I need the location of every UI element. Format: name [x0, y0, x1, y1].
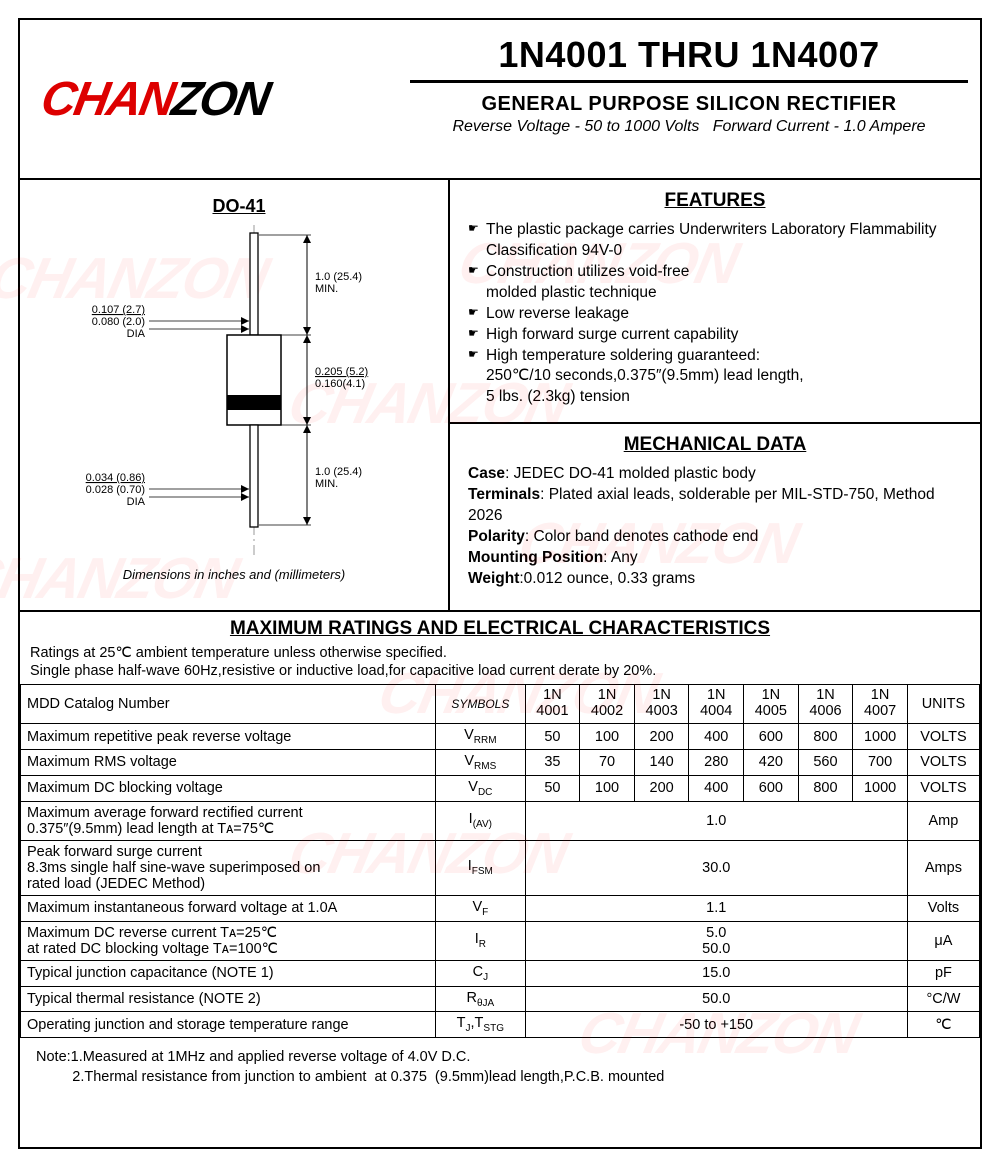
dim-lead-dia: 0.107 (2.7)0.080 (2.0)DIA	[92, 304, 146, 340]
do41-svg: 1.0 (25.4)MIN. 0.205 (5.2)0.160(4.1) 1.0…	[49, 225, 419, 555]
spec-row: Maximum repetitive peak reverse voltageV…	[21, 724, 980, 750]
footnote-1: Note:1.Measured at 1MHz and applied reve…	[36, 1048, 964, 1068]
dim-wire-dia: 0.034 (0.86)0.028 (0.70)DIA	[86, 472, 146, 508]
logo-cell: CHANZON	[20, 20, 410, 178]
col-part: 1N4003	[634, 685, 689, 724]
footnote-2: 2.Thermal resistance from junction to am…	[36, 1068, 964, 1088]
mid-row: DO-41	[20, 180, 980, 612]
feature-item: High forward surge current capability	[468, 325, 962, 346]
spec-row: Typical thermal resistance (NOTE 2)RθJA5…	[21, 986, 980, 1012]
dimension-note: Dimensions in inches and (millimeters)	[36, 567, 432, 582]
logo-black: ZON	[168, 73, 273, 126]
features-title: FEATURES	[468, 190, 962, 212]
spec-row: Operating junction and storage temperatu…	[21, 1012, 980, 1038]
col-symbols: SYMBOLS	[436, 685, 526, 724]
mechanical-row: Terminals: Plated axial leads, solderabl…	[468, 485, 962, 527]
header-row: CHANZON 1N4001 THRU 1N4007 GENERAL PURPO…	[20, 20, 980, 180]
feature-item: High temperature soldering guaranteed:	[468, 346, 962, 367]
mechanical-cell: MECHANICAL DATA Case: JEDEC DO-41 molded…	[450, 424, 980, 610]
package-name: DO-41	[46, 196, 432, 217]
feature-item: The plastic package carries Underwriters…	[468, 220, 962, 262]
col-param: MDD Catalog Number	[21, 685, 436, 724]
package-drawing: 1.0 (25.4)MIN. 0.205 (5.2)0.160(4.1) 1.0…	[36, 225, 432, 565]
dim-body-dia: 0.205 (5.2)0.160(4.1)	[315, 366, 368, 390]
dim-lead-len-bot: 1.0 (25.4)MIN.	[315, 466, 362, 490]
spec-row: Maximum DC reverse current Tᴀ=25℃ at rat…	[21, 921, 980, 960]
spec-row: Maximum average forward rectified curren…	[21, 801, 980, 840]
col-part: 1N4007	[853, 685, 908, 724]
ratings-title: MAXIMUM RATINGS AND ELECTRICAL CHARACTER…	[20, 612, 980, 644]
datasheet-frame: CHANZONCHANZONCHANZONCHANZONCHANZONCHANZ…	[18, 18, 982, 1149]
package-drawing-cell: DO-41	[20, 180, 450, 610]
mechanical-row: Mounting Position: Any	[468, 548, 962, 569]
spec-row: Maximum RMS voltageVRMS35701402804205607…	[21, 750, 980, 776]
dim-lead-len-top: 1.0 (25.4)MIN.	[315, 271, 362, 295]
ratings-section: MAXIMUM RATINGS AND ELECTRICAL CHARACTER…	[20, 612, 980, 1038]
mechanical-body: Case: JEDEC DO-41 molded plastic bodyTer…	[468, 464, 962, 590]
logo-red: CHAN	[37, 73, 177, 126]
spec-row: Maximum instantaneous forward voltage at…	[21, 895, 980, 921]
mechanical-row: Case: JEDEC DO-41 molded plastic body	[468, 464, 962, 485]
right-column: FEATURES The plastic package carries Und…	[450, 180, 980, 610]
col-part: 1N4004	[689, 685, 744, 724]
col-part: 1N4005	[744, 685, 799, 724]
ratings-conditions: Ratings at 25℃ ambient temperature unles…	[20, 644, 980, 684]
feature-item: Construction utilizes void-free molded p…	[468, 262, 962, 304]
features-list: The plastic package carries Underwriters…	[468, 220, 962, 408]
spec-row: Maximum DC blocking voltageVDC5010020040…	[21, 775, 980, 801]
feature-item: Low reverse leakage	[468, 304, 962, 325]
footnotes: Note:1.Measured at 1MHz and applied reve…	[20, 1038, 980, 1097]
spec-row: Typical junction capacitance (NOTE 1)CJ1…	[21, 960, 980, 986]
col-units: UNITS	[907, 685, 979, 724]
title-rule	[410, 80, 968, 83]
header-spec: Reverse Voltage - 50 to 1000 Volts Forwa…	[410, 118, 968, 136]
part-range-title: 1N4001 THRU 1N4007	[410, 34, 968, 76]
brand-logo: CHANZON	[37, 72, 273, 127]
col-part: 1N4002	[580, 685, 635, 724]
mechanical-title: MECHANICAL DATA	[468, 434, 962, 456]
spec-table: MDD Catalog NumberSYMBOLS1N40011N40021N4…	[20, 684, 980, 1038]
feature-solder-detail: 250℃/10 seconds,0.375″(9.5mm) lead lengt…	[468, 366, 962, 408]
spec-row: Peak forward surge current 8.3ms single …	[21, 840, 980, 895]
mechanical-row: Weight:0.012 ounce, 0.33 grams	[468, 569, 962, 590]
col-part: 1N4006	[798, 685, 853, 724]
mechanical-row: Polarity: Color band denotes cathode end	[468, 527, 962, 548]
col-part: 1N4001	[525, 685, 580, 724]
title-cell: 1N4001 THRU 1N4007 GENERAL PURPOSE SILIC…	[410, 20, 980, 178]
features-cell: FEATURES The plastic package carries Und…	[450, 180, 980, 424]
product-type: GENERAL PURPOSE SILICON RECTIFIER	[410, 93, 968, 116]
